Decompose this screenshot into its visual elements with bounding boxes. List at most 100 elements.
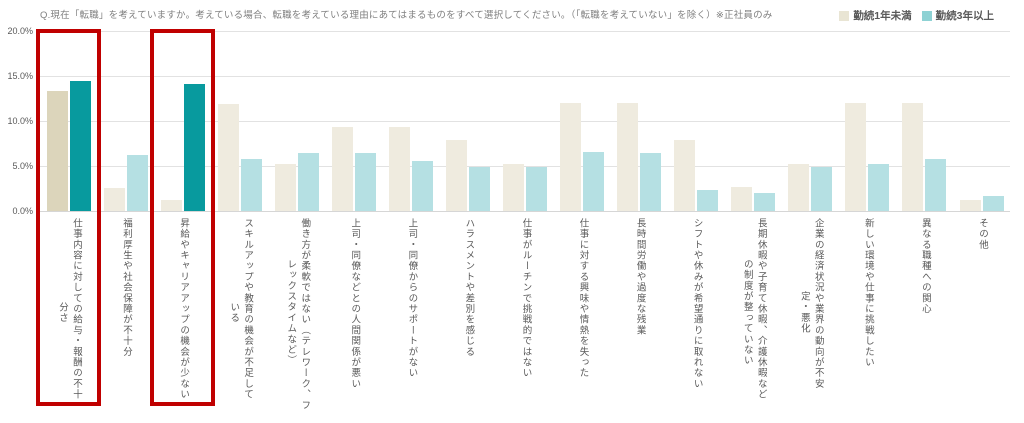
bar-under-1yr [388, 127, 410, 211]
bar-over-3yr [354, 153, 376, 211]
bar-pair [439, 31, 496, 211]
category-label-column: ハラスメントや差別を感じる [463, 218, 475, 358]
category-label-column: 長期休暇や子育て休暇、介護休暇など [755, 218, 767, 400]
bar-pair [325, 31, 382, 211]
legend-swatch-over-3yr [921, 10, 932, 21]
category-label-column: 定・悪化 [798, 291, 810, 334]
bar-under-1yr [617, 103, 639, 211]
category-label: 企業の経済状況や業界の動向が不安 定・悪化 [782, 211, 839, 407]
category-label-column: スキルアップや教育の機会が不足して [242, 218, 254, 400]
category-group: 仕事がルーチンで挑戦的ではない [497, 31, 554, 407]
category-group: 上司・同僚からのサポートがない [382, 31, 439, 407]
category-group: 福利厚生や社会保障が不十分 [97, 31, 154, 407]
bar-over-3yr [811, 166, 833, 211]
y-tick: 0.0% [12, 206, 33, 216]
category-label-column: いる [228, 301, 240, 324]
category-label: 仕事がルーチンで挑戦的ではない [497, 211, 554, 407]
bar-over-3yr [411, 160, 433, 211]
category-group: 長期休暇や子育て休暇、介護休暇など の制度が整っていない [725, 31, 782, 407]
category-label-column: 異なる職種への関心 [919, 218, 931, 315]
bar-pair [953, 31, 1010, 211]
bar-over-3yr [468, 166, 490, 211]
gridline-5pct [40, 166, 1010, 167]
category-label-column: 企業の経済状況や業界の動向が不安 [812, 218, 824, 390]
category-label: ハラスメントや差別を感じる [439, 211, 496, 407]
bar-under-1yr [160, 200, 182, 211]
bar-pair [40, 31, 97, 211]
bar-pair [211, 31, 268, 211]
bar-over-3yr [925, 158, 947, 211]
category-label: シフトや休みが希望通りに取れない [668, 211, 725, 407]
category-label-column: 上司・同僚からのサポートがない [406, 218, 418, 379]
bar-groups: 仕事内容に対しての給与・報酬の不十 分さ 福利厚生や社会保障が不十分 昇給やキャリアア… [36, 29, 1010, 411]
category-group: スキルアップや教育の機会が不足して いる [211, 31, 268, 407]
category-label: 上司・同僚からのサポートがない [382, 211, 439, 407]
category-label-column: の制度が整っていない [741, 259, 753, 366]
category-label-column: 働き方が柔軟ではない（テレワーク、フ [299, 218, 311, 411]
legend-label: 勤続1年未満 [853, 10, 912, 22]
category-label-column: 仕事内容に対しての給与・報酬の不十 [70, 218, 82, 400]
bar-over-3yr [868, 164, 890, 211]
bar-under-1yr [959, 200, 981, 211]
bar-under-1yr [103, 187, 125, 211]
category-label: 上司・同僚などとの人間関係が悪い [325, 211, 382, 407]
bar-over-3yr [183, 84, 205, 211]
legend: 勤続1年未満 勤続3年以上 [839, 8, 994, 23]
category-label: スキルアップや教育の機会が不足して いる [211, 211, 268, 407]
category-label-column: 長時間労働や過度な残業 [634, 218, 646, 336]
x-axis-line [40, 211, 1010, 212]
category-label: 長時間労働や過度な残業 [611, 211, 668, 407]
y-tick: 15.0% [7, 71, 33, 81]
category-label: 長期休暇や子育て休暇、介護休暇など の制度が整っていない [725, 211, 782, 407]
category-label-column: 上司・同僚などとの人間関係が悪い [349, 218, 361, 390]
bar-under-1yr [845, 103, 867, 211]
legend-swatch-under-1yr [839, 10, 850, 21]
bar-pair [268, 31, 325, 211]
bar-over-3yr [640, 153, 662, 211]
bar-over-3yr [526, 166, 548, 211]
category-label-column: その他 [976, 218, 988, 251]
category-label: 異なる職種への関心 [896, 211, 953, 407]
bar-pair [497, 31, 554, 211]
bar-under-1yr [46, 91, 68, 211]
category-label-column: 分さ [57, 301, 69, 324]
category-label-column: レックスタイムなど） [285, 259, 297, 366]
bar-over-3yr [240, 158, 262, 211]
category-group: 異なる職種への関心 [896, 31, 953, 407]
bar-pair [154, 31, 211, 211]
category-group: 新しい環境や仕事に挑戦したい [839, 31, 896, 407]
bar-under-1yr [674, 139, 696, 211]
category-label-column: 新しい環境や仕事に挑戦したい [862, 218, 874, 368]
bar-under-1yr [731, 186, 753, 211]
category-label-column: 昇給やキャリアアップの機会が少ない [178, 218, 190, 400]
bar-pair [725, 31, 782, 211]
category-group: 企業の経済状況や業界の動向が不安 定・悪化 [782, 31, 839, 407]
category-label-column: 福利厚生や社会保障が不十分 [121, 218, 133, 358]
bar-over-3yr [69, 80, 91, 211]
bar-pair [554, 31, 611, 211]
bar-under-1yr [560, 103, 582, 211]
bar-under-1yr [902, 103, 924, 211]
legend-item-under-1yr: 勤続1年未満 [839, 8, 912, 23]
category-label-column: 仕事がルーチンで挑戦的ではない [520, 218, 532, 379]
bar-under-1yr [331, 127, 353, 211]
category-label: 福利厚生や社会保障が不十分 [97, 211, 154, 407]
category-group: 長時間労働や過度な残業 [611, 31, 668, 407]
category-group: その他 [953, 31, 1010, 407]
category-group: シフトや休みが希望通りに取れない [668, 31, 725, 407]
bar-over-3yr [297, 153, 319, 211]
bar-pair [782, 31, 839, 211]
category-label-column: 仕事に対する興味や情熱を失った [577, 218, 589, 379]
bar-under-1yr [217, 103, 239, 211]
gridline-20pct [40, 31, 1010, 32]
bar-over-3yr [126, 155, 148, 211]
plot-area: 仕事内容に対しての給与・報酬の不十 分さ 福利厚生や社会保障が不十分 昇給やキャリアア… [36, 29, 1010, 411]
category-group: 仕事内容に対しての給与・報酬の不十 分さ [36, 29, 102, 407]
bar-pair [97, 31, 154, 211]
category-label: 仕事内容に対しての給与・報酬の不十 分さ [40, 211, 97, 407]
bar-pair [611, 31, 668, 211]
category-group: 仕事に対する興味や情熱を失った [554, 31, 611, 407]
gridline-10pct [40, 121, 1010, 122]
category-group: ハラスメントや差別を感じる [439, 31, 496, 407]
